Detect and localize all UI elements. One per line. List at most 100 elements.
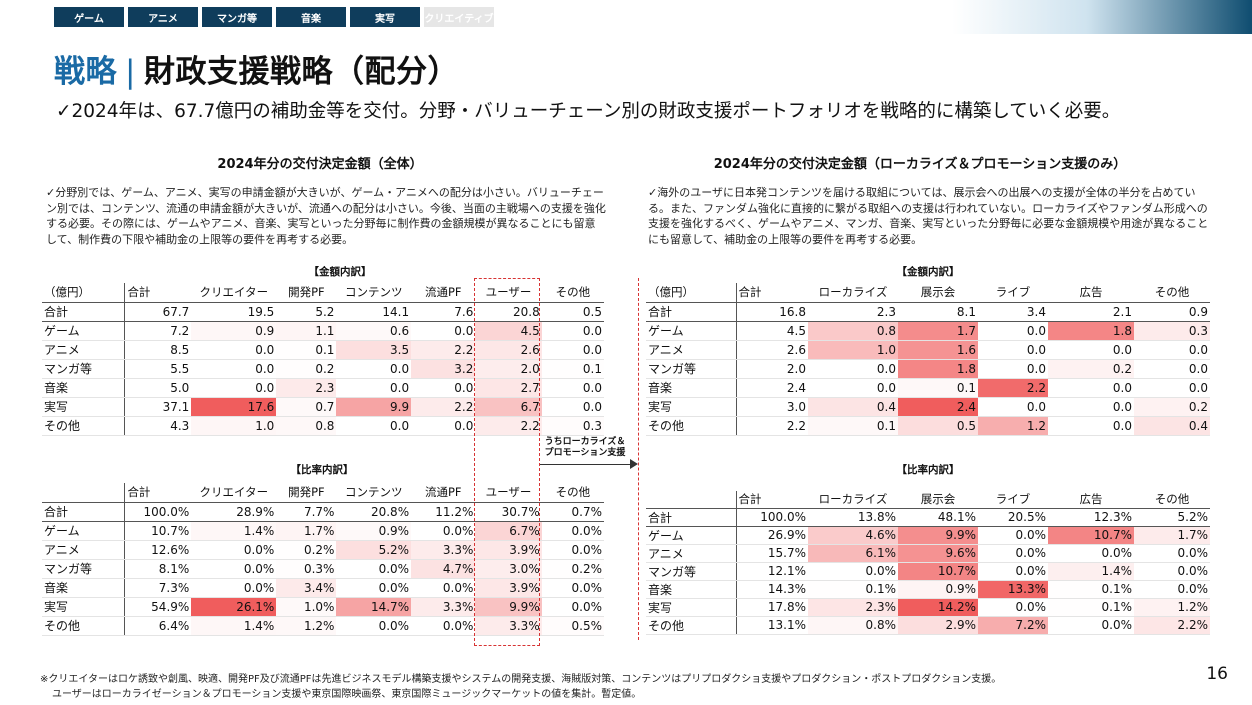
table-cell: 7.7% — [276, 502, 337, 522]
table-row: その他 6.4% 1.4% 1.2% 0.0% 0.0% 3.3% 0.5% — [42, 616, 604, 636]
table-cell: 16.8 — [735, 302, 808, 322]
page-title: 戦略 | 財政支援戦略（配分） — [54, 46, 459, 91]
table-cell: 3.3% — [411, 540, 476, 560]
footnote-line-1: ※クリエイターはロケ誘致や創風、映適、開発PF及び流通PFは先進ビジネスモデル構… — [40, 674, 1002, 685]
column-header: （億円） — [646, 283, 736, 303]
column-header: ライブ — [978, 491, 1048, 509]
table-cell: 54.9% — [124, 597, 192, 617]
column-header: その他 — [541, 483, 604, 503]
table-cell: 3.4% — [276, 578, 337, 598]
table-row: その他 2.2 0.1 0.5 1.2 0.0 0.4 — [646, 416, 1210, 436]
table-cell: 11.2% — [411, 502, 476, 522]
table-cell: 9.9 — [336, 397, 412, 417]
column-header: コンテンツ — [336, 283, 412, 303]
table-row: マンガ等 5.5 0.0 0.2 0.0 3.2 2.0 0.1 — [42, 359, 604, 379]
tab-creative[interactable]: クリエイティブ — [424, 7, 494, 27]
column-header: ユーザー — [475, 483, 542, 503]
table-cell: 0.0 — [336, 416, 412, 436]
table-cell: 0.0% — [808, 562, 898, 581]
row-label: 合計 — [42, 302, 125, 322]
column-header: 広告 — [1048, 283, 1134, 303]
column-header: クリエイター — [191, 283, 277, 303]
table-cell: 0.5 — [898, 416, 978, 436]
row-label: 実写 — [42, 597, 125, 617]
table-cell: 0.7 — [276, 397, 337, 417]
row-label: ゲーム — [646, 526, 736, 545]
table-cell: 0.0% — [978, 562, 1048, 581]
table-row: 合計 16.8 2.3 8.1 3.4 2.1 0.9 — [646, 302, 1210, 322]
table-cell: 20.8% — [336, 502, 412, 522]
header-row: 合計 ローカライズ 展示会 ライブ 広告 その他 — [646, 491, 1210, 509]
table-cell: 0.0% — [411, 578, 476, 598]
row-label: 実写 — [646, 397, 736, 417]
table-cell: 0.0 — [191, 340, 277, 360]
table-cell: 0.0 — [541, 321, 604, 341]
table-cell: 0.0% — [191, 578, 277, 598]
column-header: その他 — [541, 283, 604, 303]
table-row: その他 13.1% 0.8% 2.9% 7.2% 0.0% 2.2% — [646, 616, 1210, 635]
table-cell: 2.4 — [735, 378, 808, 398]
table-cell: 0.4 — [1134, 416, 1210, 436]
table-cell: 8.5 — [124, 340, 192, 360]
table-cell: 0.2 — [1048, 359, 1134, 379]
tab-game[interactable]: ゲーム — [54, 7, 124, 27]
table-cell: 0.0% — [978, 526, 1048, 545]
page-subtitle: ✓2024年は、67.7億円の補助金等を交付。分野・バリューチェーン別の財政支援… — [56, 101, 1121, 122]
table-cell: 0.1% — [1048, 580, 1134, 599]
table-cell: 48.1% — [898, 508, 978, 527]
row-label: アニメ — [42, 340, 125, 360]
table-cell: 0.0% — [978, 544, 1048, 563]
table-cell: 26.1% — [191, 597, 277, 617]
table-cell: 0.0% — [1048, 616, 1134, 635]
tab-live-action[interactable]: 実写 — [350, 7, 420, 27]
table-row: マンガ等 12.1% 0.0% 10.7% 0.0% 1.4% 0.0% — [646, 562, 1210, 581]
table-cell: 0.0 — [191, 359, 277, 379]
table-cell: 0.0 — [1134, 359, 1210, 379]
table-cell: 2.9% — [898, 616, 978, 635]
table-cell: 0.0% — [541, 597, 604, 617]
row-label: ゲーム — [42, 521, 125, 541]
right-dashed-border — [638, 278, 639, 640]
table-cell: 14.2% — [898, 598, 978, 617]
table-cell: 0.0 — [1048, 340, 1134, 360]
tab-manga[interactable]: マンガ等 — [202, 7, 272, 27]
arrow-label-line-1: うちローカライズ＆ — [544, 437, 626, 447]
column-header: その他 — [1134, 491, 1210, 509]
right-ratio-table: 合計 ローカライズ 展示会 ライブ 広告 その他 合計 100.0% 13.8% 48.1% 20.… — [646, 491, 1210, 635]
table-row: 合計 67.7 19.5 5.2 14.1 7.6 20.8 0.5 — [42, 302, 604, 322]
tab-music[interactable]: 音楽 — [276, 7, 346, 27]
table-cell: 0.9 — [191, 321, 277, 341]
right-ratio-label: 【比率内訳】 — [896, 464, 960, 476]
table-cell: 0.0 — [1048, 378, 1134, 398]
table-cell: 20.5% — [978, 508, 1048, 527]
table-cell: 2.0 — [475, 359, 542, 379]
table-cell: 2.2 — [411, 340, 476, 360]
header-row: （億円） 合計 クリエイター 開発PF コンテンツ 流通PF ユーザー その他 — [42, 283, 604, 303]
right-amount-table: （億円） 合計 ローカライズ 展示会 ライブ 広告 その他 合計 16.8 2.3 8.1 3.4 2.… — [646, 283, 1210, 436]
table-cell: 0.1 — [808, 416, 898, 436]
row-label: 音楽 — [42, 378, 125, 398]
table-cell: 0.0 — [978, 321, 1048, 341]
table-cell: 2.7 — [475, 378, 542, 398]
table-row: 合計 100.0% 13.8% 48.1% 20.5% 12.3% 5.2% — [646, 508, 1210, 527]
table-cell: 0.0 — [411, 416, 476, 436]
table-cell: 8.1 — [898, 302, 978, 322]
header-row: （億円） 合計 ローカライズ 展示会 ライブ 広告 その他 — [646, 283, 1210, 303]
column-header: 合計 — [735, 283, 808, 303]
table-cell: 5.2% — [1134, 508, 1210, 527]
table-row: 合計 100.0% 28.9% 7.7% 20.8% 11.2% 30.7% 0.7% — [42, 502, 604, 522]
column-header: 合計 — [124, 483, 192, 503]
row-label: 合計 — [646, 302, 736, 322]
tab-anime[interactable]: アニメ — [128, 7, 198, 27]
table-cell: 3.0% — [475, 559, 542, 579]
table-row: 音楽 2.4 0.0 0.1 2.2 0.0 0.0 — [646, 378, 1210, 398]
row-label: 音楽 — [646, 378, 736, 398]
table-cell: 2.2 — [735, 416, 808, 436]
table-cell: 0.1% — [1048, 598, 1134, 617]
column-header: コンテンツ — [336, 483, 412, 503]
table-cell: 2.1 — [1048, 302, 1134, 322]
table-cell: 5.2 — [276, 302, 337, 322]
table-row: アニメ 2.6 1.0 1.6 0.0 0.0 0.0 — [646, 340, 1210, 360]
column-header: 展示会 — [898, 283, 978, 303]
right-panel-title: 2024年分の交付決定金額（ローカライズ＆プロモーション支援のみ） — [713, 157, 1127, 172]
